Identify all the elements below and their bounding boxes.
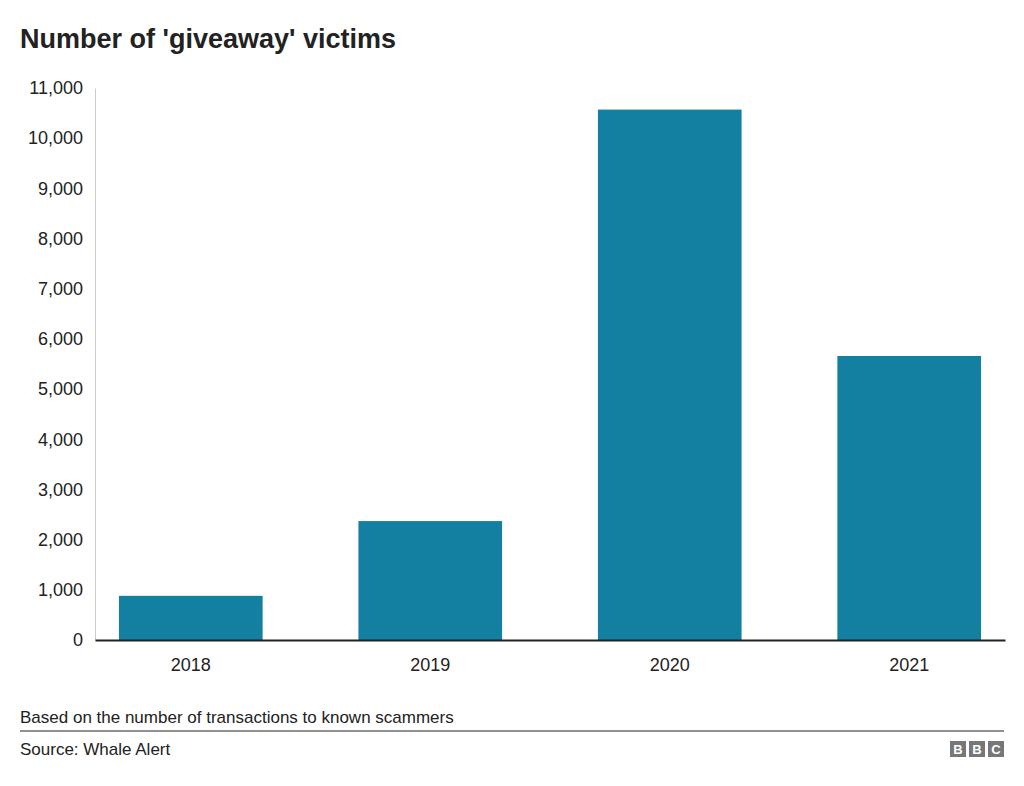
y-tick: 9,000 bbox=[38, 179, 95, 199]
y-tick: 0 bbox=[73, 630, 95, 650]
logo-block bbox=[969, 741, 985, 757]
footer-rule bbox=[20, 731, 1004, 732]
x-tick: 2019 bbox=[410, 640, 450, 675]
x-axis: 2018 2019 2020 2021 bbox=[96, 640, 1006, 675]
y-tick-label: 11,000 bbox=[29, 78, 83, 98]
bar bbox=[358, 521, 502, 640]
bars bbox=[119, 110, 981, 640]
source: Source: Whale Alert bbox=[20, 740, 171, 759]
y-tick-label: 10,000 bbox=[28, 128, 83, 148]
x-axis-line bbox=[96, 640, 1006, 642]
y-tick-label: 7,000 bbox=[38, 279, 83, 299]
y-tick: 5,000 bbox=[38, 379, 95, 399]
y-tick-label: 0 bbox=[73, 630, 83, 650]
y-tick: 4,000 bbox=[38, 430, 95, 450]
title: Number of 'giveaway' victims bbox=[20, 24, 396, 54]
bar bbox=[837, 356, 981, 640]
x-tick-label: 2019 bbox=[410, 655, 450, 675]
y-axis: 0 1,000 2,000 3,000 4,000 5,000 6,000 7,000 8,00… bbox=[28, 78, 96, 650]
y-tick: 7,000 bbox=[38, 279, 95, 299]
bar bbox=[598, 110, 742, 640]
y-tick: 10,000 bbox=[28, 128, 95, 148]
y-tick-label: 2,000 bbox=[38, 530, 83, 550]
logo: BBC bbox=[950, 741, 1004, 757]
y-tick-label: 6,000 bbox=[38, 329, 83, 349]
logo-text: BBC bbox=[953, 742, 1001, 757]
y-tick-label: 5,000 bbox=[38, 379, 83, 399]
y-tick: 2,000 bbox=[38, 530, 95, 550]
y-tick-label: 1,000 bbox=[38, 580, 83, 600]
chart: Number of 'giveaway' victims 0 1,000 2,000 3… bbox=[0, 0, 1024, 786]
y-tick-label: 8,000 bbox=[38, 229, 83, 249]
y-tick-label: 4,000 bbox=[38, 430, 83, 450]
x-tick: 2020 bbox=[650, 640, 690, 675]
x-tick-label: 2020 bbox=[650, 655, 690, 675]
y-tick: 6,000 bbox=[38, 329, 95, 349]
x-tick: 2021 bbox=[889, 640, 929, 675]
x-tick-label: 2018 bbox=[171, 655, 211, 675]
y-tick-label: 9,000 bbox=[38, 179, 83, 199]
x-tick: 2018 bbox=[171, 640, 211, 675]
y-axis-line bbox=[95, 89, 96, 641]
logo-block bbox=[988, 741, 1004, 757]
y-tick: 8,000 bbox=[38, 229, 95, 249]
logo-block bbox=[950, 741, 966, 757]
y-tick: 11,000 bbox=[29, 78, 95, 98]
y-tick: 3,000 bbox=[38, 480, 95, 500]
y-tick: 1,000 bbox=[38, 580, 95, 600]
bar bbox=[119, 596, 263, 640]
y-tick-label: 3,000 bbox=[38, 480, 83, 500]
x-tick-label: 2021 bbox=[889, 655, 929, 675]
caption: Based on the number of transactions to k… bbox=[20, 708, 454, 727]
